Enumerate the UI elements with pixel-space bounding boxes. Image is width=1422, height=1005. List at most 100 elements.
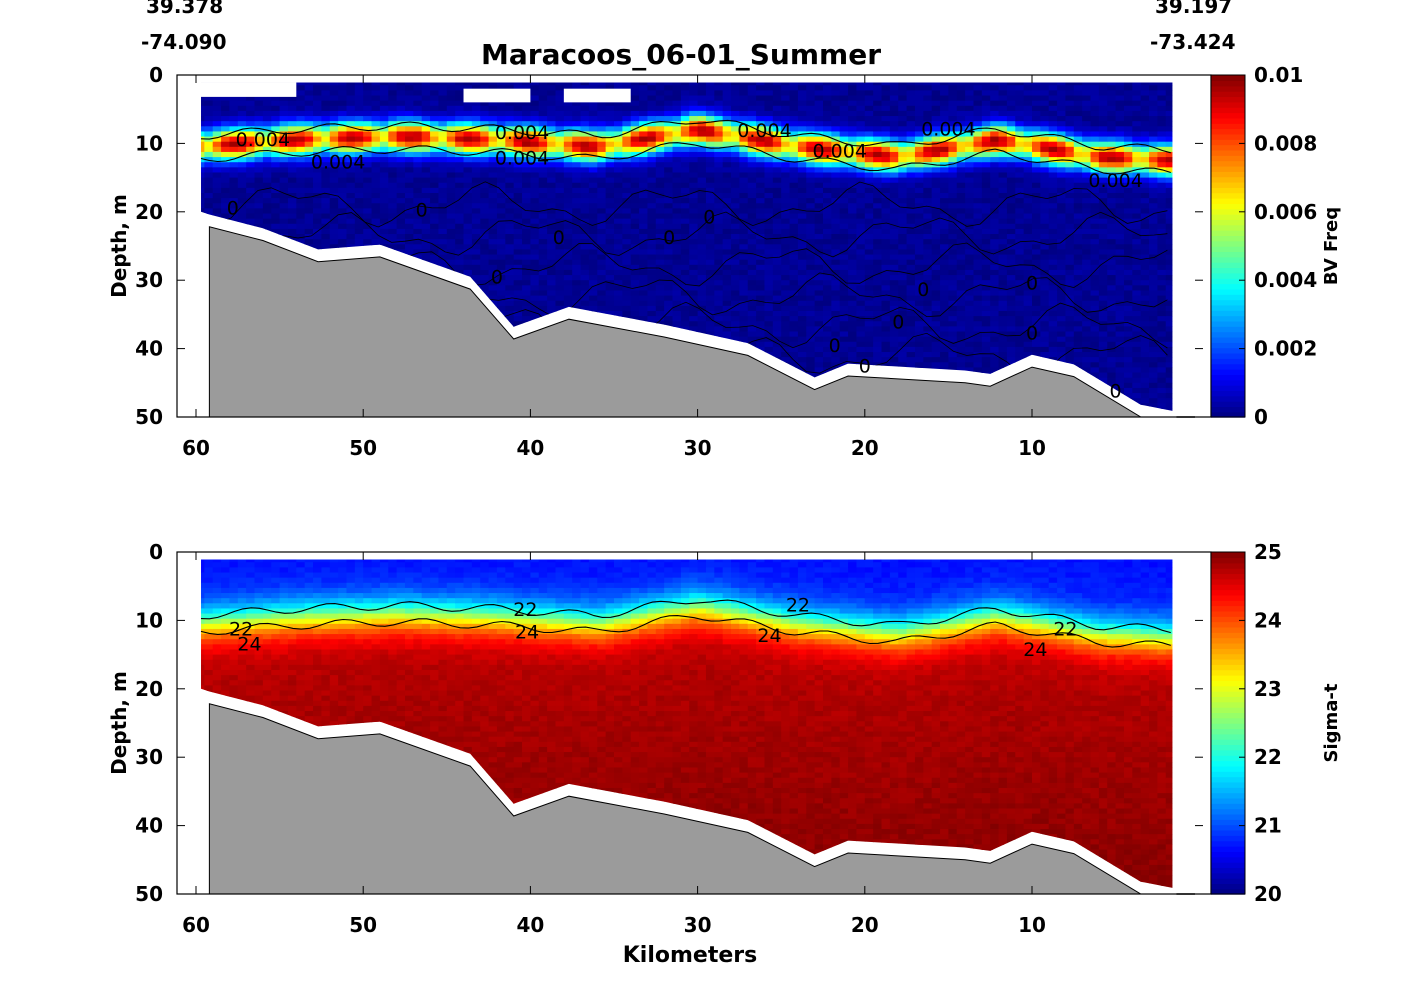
heatmap-cell [689, 239, 699, 245]
heatmap-cell [580, 82, 590, 86]
heatmap-cell [563, 192, 573, 199]
heatmap-cell [480, 218, 490, 225]
heatmap-cell [179, 403, 188, 409]
heatmap-cell [246, 151, 256, 158]
heatmap-cell [714, 213, 724, 220]
heatmap-cell [513, 285, 523, 292]
heatmap-cell [680, 151, 690, 158]
heatmap-cell [731, 141, 740, 148]
heatmap-cell [296, 121, 306, 127]
heatmap-cell [731, 275, 740, 281]
heatmap-cell [722, 182, 732, 189]
heatmap-cell [279, 223, 289, 230]
heatmap-cell [296, 95, 306, 102]
heatmap-cell [563, 172, 573, 179]
heatmap-cell [313, 249, 322, 256]
heatmap-cell [605, 182, 615, 189]
heatmap-cell [488, 275, 498, 281]
heatmap-cell [647, 121, 657, 127]
heatmap-cell [655, 280, 665, 286]
heatmap-cell [229, 198, 239, 204]
heatmap-cell [201, 121, 205, 127]
heatmap-cell [756, 90, 766, 97]
heatmap-cell [588, 305, 598, 312]
heatmap-cell [463, 269, 473, 276]
heatmap-cell [572, 131, 582, 138]
heatmap-cell [354, 146, 364, 153]
heatmap-cell [547, 275, 557, 281]
heatmap-cell [689, 321, 699, 327]
heatmap-cell [338, 105, 348, 112]
heatmap-cell [179, 203, 188, 209]
heatmap-cell [522, 100, 531, 107]
heatmap-cell [388, 105, 398, 112]
heatmap-cell [772, 203, 782, 209]
heatmap-cell [597, 82, 607, 86]
heatmap-cell [271, 177, 281, 184]
heatmap-cell [379, 136, 389, 143]
heatmap-cell [547, 259, 557, 266]
heatmap-cell [496, 290, 506, 297]
heatmap-cell [321, 82, 331, 86]
heatmap-cell [781, 305, 791, 312]
heatmap-cell [672, 162, 682, 168]
heatmap-cell [201, 346, 205, 353]
heatmap-cell [179, 352, 188, 358]
heatmap-cell [622, 310, 632, 317]
heatmap-cell [321, 95, 331, 102]
heatmap-cell [338, 198, 348, 204]
heatmap-cell [639, 208, 649, 215]
heatmap-cell [346, 249, 356, 256]
heatmap-cell [201, 239, 205, 245]
heatmap-cell [538, 290, 548, 297]
heatmap-cell [705, 254, 715, 261]
heatmap-cell [480, 249, 490, 256]
heatmap-cell [438, 244, 448, 251]
heatmap-cell [547, 264, 557, 271]
heatmap-cell [655, 290, 665, 297]
heatmap-cell [764, 269, 774, 276]
heatmap-cell [229, 95, 239, 102]
heatmap-cell [714, 275, 724, 281]
heatmap-cell [188, 321, 197, 327]
heatmap-cell [329, 192, 339, 199]
heatmap-cell [647, 249, 657, 256]
heatmap-cell [522, 244, 531, 251]
heatmap-cell [388, 116, 398, 122]
heatmap-cell [789, 341, 799, 348]
heatmap-cell [622, 316, 632, 322]
heatmap-cell [329, 126, 339, 133]
heatmap-cell [731, 75, 740, 81]
heatmap-cell [354, 223, 364, 230]
heatmap-cell [789, 172, 799, 179]
heatmap-cell [639, 228, 649, 235]
heatmap-cell [530, 275, 540, 281]
heatmap-cell [597, 259, 607, 266]
heatmap-cell [664, 85, 674, 91]
heatmap-cell [271, 151, 281, 158]
heatmap-cell [588, 208, 598, 215]
heatmap-cell [639, 75, 648, 81]
heatmap-cell [789, 182, 799, 189]
heatmap-cell [304, 203, 314, 209]
heatmap-cell [689, 305, 699, 312]
heatmap-cell [188, 296, 197, 302]
heatmap-cell [363, 203, 373, 209]
heatmap-cell [279, 126, 289, 133]
heatmap-cell [513, 136, 523, 143]
heatmap-cell [522, 254, 531, 261]
heatmap-cell [639, 218, 649, 225]
heatmap-cell [488, 151, 498, 158]
heatmap-cell [296, 167, 306, 174]
heatmap-cell [522, 136, 531, 143]
heatmap-cell [563, 285, 573, 292]
heatmap-cell [622, 131, 632, 138]
heatmap-cell [530, 95, 540, 102]
heatmap-cell [781, 182, 791, 189]
heatmap-cell [313, 90, 322, 97]
heatmap-cell [655, 105, 665, 112]
heatmap-cell [530, 223, 540, 230]
heatmap-cell [488, 141, 498, 148]
heatmap-cell [789, 110, 799, 117]
heatmap-cell [221, 172, 231, 179]
